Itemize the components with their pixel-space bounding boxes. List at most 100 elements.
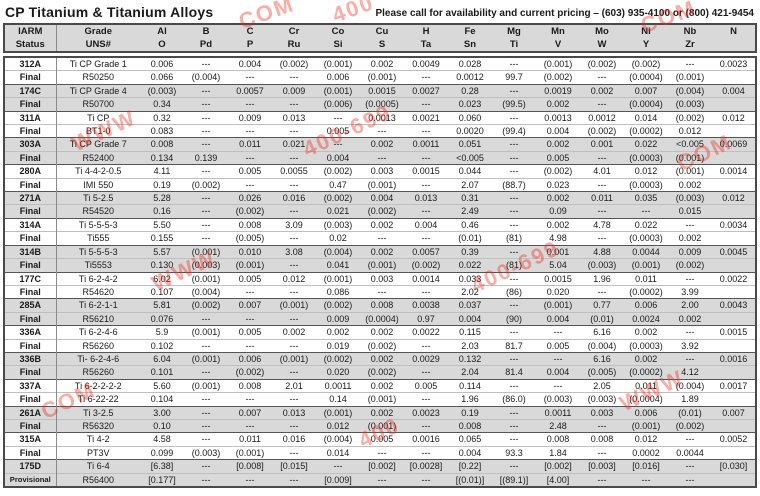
value-cell: (99.4)	[492, 124, 536, 138]
value-cell: 0.132	[448, 351, 492, 366]
alloy-row-bottom: Final R56260 0.102 --- --- --- 0.019 (0.002) ---…	[4, 338, 756, 353]
iarm-status-label: Final	[4, 284, 57, 299]
header-element-top: Mg	[507, 26, 521, 37]
value-cell: (86.0)	[492, 392, 536, 407]
value-cell: (0.01)	[448, 231, 492, 246]
value-cell: 2.03	[448, 338, 492, 353]
value-cell: 0.001	[536, 244, 580, 259]
alloy-row-top: 312A Ti CP Grade 1 0.006 --- 0.004 (0.002) (0.…	[4, 57, 756, 71]
value-cell: 0.005	[536, 338, 580, 353]
value-cell	[712, 418, 756, 433]
value-cell: (0.001)	[360, 70, 404, 85]
value-cell	[712, 231, 756, 246]
value-cell: 0.012	[712, 191, 756, 205]
value-cell: (0.0004)	[360, 311, 404, 326]
value-cell: 0.28	[448, 83, 492, 98]
value-cell: ---	[360, 150, 404, 165]
value-cell: 0.083	[140, 124, 184, 138]
value-cell: 0.134	[140, 150, 184, 165]
value-cell: 0.002	[316, 325, 360, 340]
value-cell: 5.28	[140, 191, 184, 205]
value-cell: 0.0016	[712, 351, 756, 366]
value-cell: (0.01)	[668, 405, 712, 420]
value-cell: [0.177]	[140, 472, 184, 487]
value-cell: 0.021	[316, 204, 360, 219]
value-cell: ---	[272, 150, 316, 165]
value-cell: 0.0015	[360, 83, 404, 98]
alloy-row-top: 175D Ti 6-4 [6.38] --- [0.008] [0.015] --- [0.0…	[4, 459, 756, 474]
value-cell: (0.001)	[228, 258, 272, 272]
value-cell: ---	[404, 365, 448, 380]
value-cell: 0.004	[360, 191, 404, 205]
value-cell: (0.002)	[316, 351, 360, 366]
value-cell: 0.005	[536, 150, 580, 165]
value-cell: (0.003)	[536, 392, 580, 407]
value-cell: (0.0003)	[624, 150, 668, 165]
value-cell: 0.020	[316, 365, 360, 380]
alloy-row-top: 285A Ti 6-2-1-1 5.81 (0.002) 0.007 (0.001) (0.…	[4, 298, 756, 313]
value-cell: 0.037	[448, 298, 492, 313]
value-cell: (0.004)	[668, 378, 712, 393]
value-cell: 0.009	[272, 83, 316, 98]
value-cell: (0.001)	[272, 351, 316, 366]
value-cell: 0.008	[360, 298, 404, 313]
value-cell: 0.008	[536, 432, 580, 447]
value-cell: (0.002)	[587, 59, 617, 69]
value-cell: 0.0014	[404, 271, 448, 286]
value-cell: [0.009]	[316, 472, 360, 487]
value-cell: (0.001)	[272, 298, 316, 313]
value-cell: 0.022	[624, 137, 668, 152]
value-cell: ---	[668, 459, 712, 474]
grade-name: Ti 5-5-5-3	[56, 217, 140, 232]
value-cell: 5.57	[140, 244, 184, 259]
value-cell: (0.002)	[580, 124, 624, 138]
value-cell: ---	[404, 150, 448, 165]
value-cell: (0.001)	[543, 59, 573, 69]
value-cell: ---	[404, 231, 448, 246]
value-cell: ---	[228, 284, 272, 299]
value-cell: ---	[404, 392, 448, 407]
value-cell: 0.130	[140, 258, 184, 272]
value-cell: 0.0022	[712, 271, 756, 286]
value-cell: ---	[360, 445, 404, 460]
value-cell: ---	[492, 244, 536, 259]
value-cell: [0.002]	[360, 459, 404, 474]
value-cell: 0.007	[228, 298, 272, 313]
header-element-bottom: S	[378, 39, 386, 50]
value-cell: ---	[404, 418, 448, 433]
value-cell: 0.0034	[712, 217, 756, 232]
value-cell	[712, 365, 756, 380]
value-cell: 0.005	[316, 124, 360, 138]
value-cell: ---	[272, 124, 316, 138]
header-element-bottom: Y	[642, 39, 650, 50]
value-cell: 4.12	[668, 365, 712, 380]
value-cell: (0.0003)	[624, 338, 668, 353]
iarm-status-code: 336A	[4, 325, 57, 340]
value-cell: ---	[184, 405, 228, 420]
iarm-status-label: Final	[4, 418, 57, 433]
value-cell: (0.001)	[184, 351, 228, 366]
value-cell: ---	[272, 177, 316, 192]
value-cell: (0.003)	[580, 258, 624, 272]
value-cell	[712, 311, 756, 326]
value-cell: ---	[201, 59, 211, 69]
iarm-status-code: 303A	[4, 137, 57, 152]
value-cell: 0.0029	[404, 351, 448, 366]
value-cell: 0.014	[624, 110, 668, 125]
value-cell: 0.0017	[712, 378, 756, 393]
grade-name: Ti 4-2	[56, 432, 140, 447]
value-cell: ---	[184, 432, 228, 447]
value-cell: 0.005	[228, 271, 272, 286]
value-cell: 0.10	[140, 418, 184, 433]
value-cell: 0.002	[668, 231, 712, 246]
value-cell: 0.051	[448, 137, 492, 152]
value-cell	[712, 284, 756, 299]
alloy-row-top: 271A Ti 5-2.5 5.28 --- 0.026 0.016 (0.002) 0.00…	[4, 191, 756, 205]
value-cell: ---	[184, 392, 228, 407]
value-cell: 0.035	[624, 191, 668, 205]
value-cell: (0.001)	[360, 177, 404, 192]
value-cell: ---	[316, 110, 360, 125]
iarm-status-code: 261A	[4, 405, 57, 420]
value-cell: 0.31	[448, 191, 492, 205]
